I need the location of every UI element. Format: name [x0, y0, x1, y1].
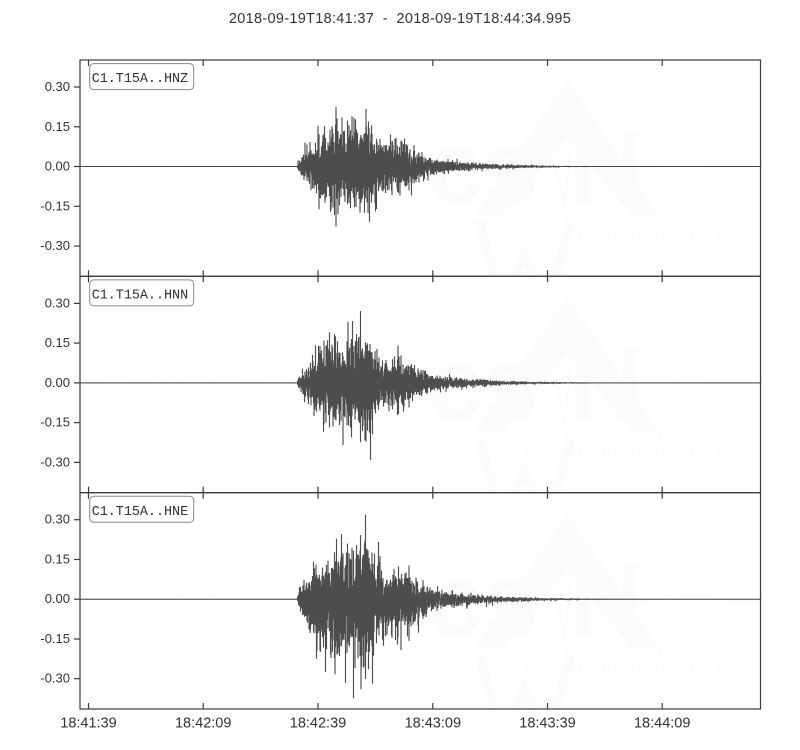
svg-text:18:42:09: 18:42:09	[175, 716, 231, 732]
svg-text:0.00: 0.00	[45, 159, 70, 174]
svg-text:C1.T15A..HNZ: C1.T15A..HNZ	[92, 72, 188, 87]
svg-text:-0.30: -0.30	[40, 454, 70, 469]
svg-text:C1.T15A..HNE: C1.T15A..HNE	[92, 505, 188, 520]
svg-text:CENTRO SISMOLÓGICO NACIONAL: CENTRO SISMOLÓGICO NACIONAL	[524, 208, 800, 227]
svg-text:18:43:39: 18:43:39	[519, 716, 575, 732]
svg-text:-0.30: -0.30	[40, 671, 70, 686]
svg-text:UNIVERSIDAD DE CHILE: UNIVERSIDAD DE CHILE	[524, 662, 728, 680]
svg-text:-0.15: -0.15	[40, 415, 70, 430]
svg-text:-0.15: -0.15	[40, 631, 70, 646]
svg-text:UNIVERSIDAD DE CHILE: UNIVERSIDAD DE CHILE	[524, 445, 728, 463]
svg-text:CENTRO SISMOLÓGICO NACIONAL: CENTRO SISMOLÓGICO NACIONAL	[524, 641, 800, 660]
svg-text:18:44:09: 18:44:09	[634, 716, 690, 732]
svg-text:0.30: 0.30	[45, 295, 70, 310]
svg-text:0.30: 0.30	[45, 79, 70, 94]
svg-text:0.00: 0.00	[45, 591, 70, 606]
svg-text:-0.15: -0.15	[40, 198, 70, 213]
svg-text:UNIVERSIDAD DE CHILE: UNIVERSIDAD DE CHILE	[524, 229, 728, 247]
svg-text:18:43:09: 18:43:09	[405, 716, 461, 732]
svg-text:0.15: 0.15	[45, 119, 70, 134]
svg-text:-0.30: -0.30	[40, 238, 70, 253]
svg-text:0.30: 0.30	[45, 512, 70, 527]
svg-text:0.00: 0.00	[45, 375, 70, 390]
svg-text:0.15: 0.15	[45, 552, 70, 567]
svg-text:CENTRO SISMOLÓGICO NACIONAL: CENTRO SISMOLÓGICO NACIONAL	[524, 424, 800, 443]
svg-text:C1.T15A..HNN: C1.T15A..HNN	[92, 288, 188, 303]
svg-text:18:41:39: 18:41:39	[60, 716, 116, 732]
svg-text:0.15: 0.15	[45, 335, 70, 350]
svg-text:18:42:39: 18:42:39	[290, 716, 346, 732]
